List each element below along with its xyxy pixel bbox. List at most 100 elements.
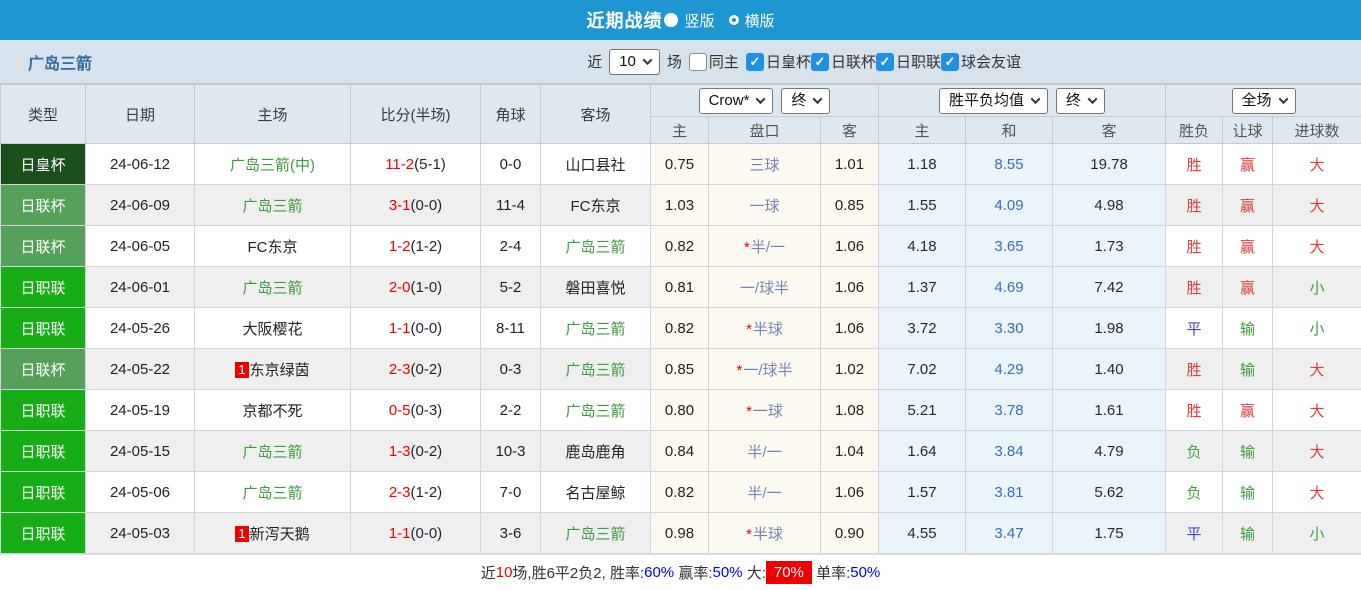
away-odds-cell: 1.06 (819, 471, 880, 513)
away-team-cell[interactable]: 广岛三箭 (540, 307, 651, 349)
handicap-cell: *半球 (708, 512, 821, 554)
avg-away-cell: 19.78 (1052, 143, 1167, 185)
checkbox-icon[interactable]: ✓ (810, 52, 829, 71)
away-team-name[interactable]: FC东京 (570, 197, 621, 215)
home-team-cell[interactable]: FC东京 (194, 225, 351, 267)
score-cell: 3-1(0-0) (350, 184, 481, 226)
radio-horizontal-label: 横版 (744, 12, 775, 30)
league-filter[interactable]: ✓ 球会友谊 (940, 51, 1021, 72)
chevron-down-icon (812, 94, 823, 105)
fulltime-score: 0-5 (388, 401, 411, 419)
goals-result-cell: 大 (1272, 389, 1361, 431)
match-type-cell: 日联杯 (0, 348, 86, 390)
summary-segment: 单率: (811, 565, 851, 582)
away-team-cell[interactable]: FC东京 (540, 184, 651, 226)
fulltime-score: 11-2 (385, 155, 415, 173)
home-team-name[interactable]: 大阪樱花 (242, 320, 303, 338)
handicap-result-cell: 输 (1222, 348, 1274, 390)
match-date-cell: 24-06-05 (85, 225, 195, 267)
league-filter[interactable]: ✓ 日职联 (875, 51, 941, 72)
home-team-cell[interactable]: 京都不死 (194, 389, 351, 431)
bookmaker-select[interactable]: Crow* (698, 87, 774, 114)
away-team-name[interactable]: 广岛三箭 (565, 402, 626, 420)
scope-select[interactable]: 全场 (1231, 87, 1296, 114)
home-team-cell[interactable]: 广岛三箭 (194, 266, 351, 308)
away-team-name[interactable]: 磐田喜悦 (565, 279, 626, 297)
home-team-name[interactable]: 广岛三箭 (242, 484, 303, 502)
league-filter-label: 日皇杯 (765, 54, 811, 71)
handicap-result-cell: 赢 (1222, 389, 1274, 431)
home-team-name[interactable]: 广岛三箭 (242, 279, 303, 297)
halftime-score: (0-2) (410, 360, 443, 378)
same-home-filter[interactable]: 同主 (688, 51, 739, 72)
home-odds-cell: 0.81 (650, 266, 709, 308)
away-team-name[interactable]: 鹿岛鹿角 (565, 443, 626, 461)
away-team-cell[interactable]: 广岛三箭 (540, 389, 651, 431)
page-title: 近期战绩 (586, 11, 663, 31)
avg-home-cell: 4.18 (878, 225, 967, 267)
handicap-result-cell: 赢 (1222, 143, 1274, 185)
halftime-score: (1-2) (410, 483, 443, 501)
away-team-name[interactable]: 广岛三箭 (565, 525, 626, 543)
match-date-cell: 24-06-12 (85, 143, 195, 185)
table-row: 日联杯 24-06-05 FC东京 1-2(1-2) 2-4 广岛三箭 0.82… (0, 225, 1361, 267)
away-team-name[interactable]: 广岛三箭 (565, 361, 626, 379)
score-cell: 2-0(1-0) (350, 266, 481, 308)
away-team-name[interactable]: 广岛三箭 (565, 320, 626, 338)
table-row: 日联杯 24-05-22 1 东京绿茵 2-3(0-2) 0-3 广岛三箭 0.8… (0, 348, 1361, 390)
average-select[interactable]: 胜平负均值 (939, 87, 1049, 114)
away-team-cell[interactable]: 磐田喜悦 (540, 266, 651, 308)
fulltime-score: 2-0 (388, 278, 411, 296)
average-state-select[interactable]: 终 (1056, 87, 1106, 114)
handicap-cell: *半/一 (708, 225, 821, 267)
away-team-name[interactable]: 山口县社 (565, 156, 626, 174)
home-team-cell[interactable]: 广岛三箭(中) (194, 143, 351, 185)
league-filter[interactable]: ✓ 日联杯 (810, 51, 876, 72)
col-header-home: 主场 (194, 84, 351, 144)
match-type-cell: 日联杯 (0, 225, 86, 267)
score-cell: 1-1(0-0) (350, 307, 481, 349)
away-team-cell[interactable]: 广岛三箭 (540, 512, 651, 554)
checkbox-icon[interactable] (688, 52, 707, 71)
checkbox-icon[interactable]: ✓ (940, 52, 959, 71)
layout-radio-vertical[interactable]: 竖版 (664, 10, 715, 31)
home-team-cell[interactable]: 大阪樱花 (194, 307, 351, 349)
away-team-name[interactable]: 名古屋鲸 (565, 484, 626, 502)
radio-unselected-icon[interactable] (728, 15, 739, 25)
home-team-cell[interactable]: 1 新泻天鹅 (194, 512, 351, 554)
home-team-name[interactable]: 广岛三箭 (242, 197, 303, 215)
home-odds-cell: 0.85 (650, 348, 709, 390)
checkbox-icon[interactable]: ✓ (875, 52, 894, 71)
average-select-group: 胜平负均值 终 (878, 84, 1167, 117)
home-team-name[interactable]: FC东京 (247, 238, 298, 256)
col-header-type: 类型 (0, 84, 86, 144)
home-team-cell[interactable]: 广岛三箭 (194, 184, 351, 226)
bookmaker-state-select[interactable]: 终 (781, 87, 831, 114)
radio-selected-icon[interactable] (664, 13, 679, 27)
away-team-cell[interactable]: 广岛三箭 (540, 225, 651, 267)
away-team-name[interactable]: 广岛三箭 (565, 238, 626, 256)
league-filter[interactable]: ✓ 日皇杯 (745, 51, 811, 72)
goals-result-cell: 小 (1272, 512, 1361, 554)
corners-cell: 7-0 (480, 471, 541, 513)
home-team-cell[interactable]: 广岛三箭 (194, 471, 351, 513)
away-team-cell[interactable]: 广岛三箭 (540, 348, 651, 390)
recent-count-select[interactable]: 10 (609, 48, 660, 75)
home-team-name[interactable]: 新泻天鹅 (249, 525, 310, 543)
home-team-name[interactable]: 广岛三箭(中) (230, 156, 315, 174)
home-team-cell[interactable]: 1 东京绿茵 (194, 348, 351, 390)
home-team-name[interactable]: 广岛三箭 (242, 443, 303, 461)
away-team-cell[interactable]: 山口县社 (540, 143, 651, 185)
home-team-name[interactable]: 京都不死 (242, 402, 303, 420)
away-team-cell[interactable]: 鹿岛鹿角 (540, 430, 651, 472)
layout-radio-horizontal[interactable]: 横版 (728, 10, 775, 31)
away-team-cell[interactable]: 名古屋鲸 (540, 471, 651, 513)
checkbox-icon[interactable]: ✓ (745, 52, 764, 71)
goals-result-cell: 大 (1272, 225, 1361, 267)
home-team-name[interactable]: 东京绿茵 (249, 361, 310, 379)
home-team-cell[interactable]: 广岛三箭 (194, 430, 351, 472)
avg-home-cell: 3.72 (878, 307, 967, 349)
match-type-cell: 日联杯 (0, 184, 86, 226)
recent-label: 近 (587, 54, 603, 71)
away-odds-cell: 1.06 (819, 225, 880, 267)
